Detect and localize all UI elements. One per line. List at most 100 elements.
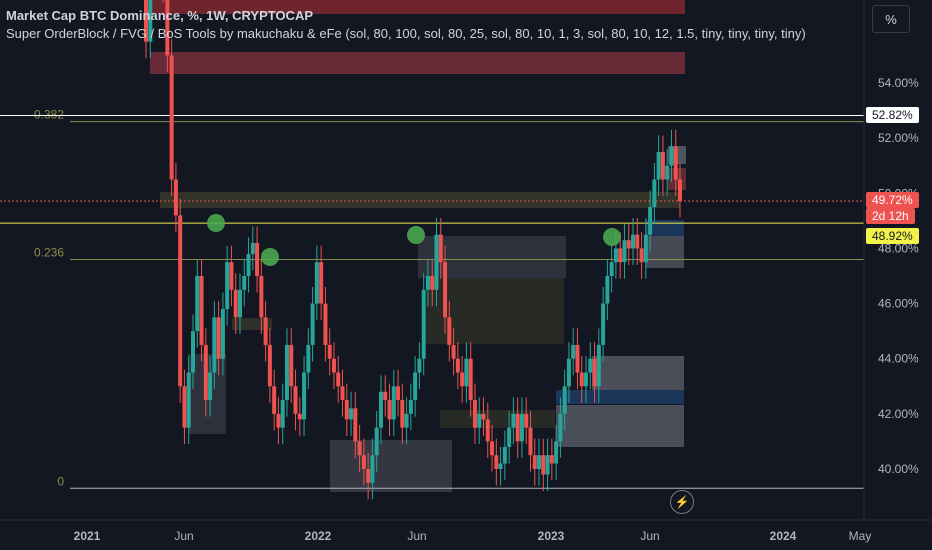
candle-body: [472, 400, 477, 428]
candle-body: [400, 400, 405, 428]
pivot-marker-2: [407, 226, 425, 244]
candle-body: [289, 344, 294, 387]
candle-body: [178, 215, 183, 387]
candle-body: [558, 413, 563, 442]
percent-scale-button[interactable]: %: [872, 5, 910, 33]
candle-body: [588, 358, 593, 373]
candle-body: [584, 372, 589, 387]
candle-body: [631, 234, 636, 249]
candle-body: [336, 372, 341, 387]
candle-body: [259, 276, 264, 318]
candle-body: [451, 344, 456, 359]
candle-body: [515, 413, 520, 442]
candle-body: [652, 179, 657, 208]
candle-body: [387, 400, 392, 420]
candle-body: [635, 234, 640, 249]
candle-body: [648, 207, 653, 235]
x-tick-label: 2021: [74, 529, 101, 543]
order-block-0: [150, 0, 685, 14]
candle-body: [314, 262, 319, 304]
candle-body: [391, 386, 396, 420]
candle-body: [404, 413, 409, 428]
candle-body: [263, 317, 268, 345]
x-tick-label: 2022: [305, 529, 332, 543]
candle-body: [447, 317, 452, 345]
candle-body: [622, 240, 627, 263]
candle-body: [541, 455, 546, 475]
candle-body: [267, 344, 272, 387]
candle-body: [464, 358, 469, 387]
candle-body: [357, 441, 362, 456]
candle-body: [272, 386, 277, 414]
candle-body: [216, 317, 221, 359]
y-tick-label: 42.00%: [878, 407, 919, 421]
candle-body: [656, 151, 661, 180]
candle-body: [378, 391, 383, 428]
candle-body: [507, 427, 512, 447]
order-block-3: [330, 440, 452, 492]
order-block-12: [646, 220, 684, 236]
candle-body: [173, 179, 178, 216]
candle-body: [643, 234, 648, 263]
candle-body: [524, 413, 529, 428]
candle-body: [195, 276, 200, 332]
candle-body: [665, 165, 670, 180]
candle-body: [220, 309, 225, 359]
symbol-title[interactable]: Market Cap BTC Dominance, %, 1W, CRYPTOC…: [6, 8, 314, 23]
order-block-5: [232, 318, 272, 330]
candle-body: [545, 455, 550, 475]
candle-body: [455, 358, 460, 373]
last-price-tag: 49.72%: [866, 192, 919, 208]
y-tick-label: 48.00%: [878, 241, 919, 255]
candle-body: [212, 317, 217, 373]
pivot-marker-3: [603, 228, 621, 246]
candle-body: [383, 391, 388, 401]
candle-body: [532, 455, 537, 469]
candle-body: [519, 413, 524, 442]
candle-body: [481, 413, 486, 420]
order-block-9: [592, 356, 684, 390]
candle-body: [490, 441, 495, 456]
candle-body: [639, 248, 644, 263]
candle-body: [280, 400, 285, 428]
x-tick-label: Jun: [640, 529, 659, 543]
candle-body: [370, 455, 375, 483]
candle-body: [250, 242, 255, 254]
candle-body: [528, 427, 533, 456]
candle-body: [562, 386, 567, 414]
candle-body: [186, 372, 191, 428]
candle-body: [626, 240, 631, 249]
candle-body: [438, 234, 443, 263]
candle-body: [673, 146, 678, 180]
candle-body: [421, 289, 426, 359]
fib-label-0.382: 0.382: [34, 108, 64, 122]
candle-body: [596, 344, 601, 387]
candle-body: [678, 179, 682, 202]
candle-body: [605, 276, 610, 304]
candle-body: [575, 344, 580, 373]
indicator-legend[interactable]: Super OrderBlock / FVG / BoS Tools by ma…: [6, 26, 806, 41]
candle-body: [165, 0, 170, 56]
candle-body: [233, 289, 238, 318]
candle-body: [340, 386, 345, 401]
y-tick-label: 54.00%: [878, 76, 919, 90]
candle-body: [148, 0, 153, 42]
candle-body: [601, 303, 606, 345]
order-block-13: [646, 236, 684, 268]
candle-body: [293, 386, 298, 414]
pivot-marker-1: [261, 248, 279, 266]
lightning-icon[interactable]: ⚡: [670, 490, 694, 514]
candle-body: [460, 372, 465, 387]
candle-body: [549, 455, 554, 464]
candle-body: [566, 358, 571, 387]
y-tick-label: 52.00%: [878, 131, 919, 145]
order-block-10: [556, 405, 684, 447]
candle-body: [182, 386, 187, 428]
candle-body: [366, 469, 371, 483]
pivot-marker-0: [207, 214, 225, 232]
candle-body: [349, 408, 354, 420]
candle-body: [425, 276, 430, 290]
x-tick-label: Jun: [407, 529, 426, 543]
candle-body: [297, 413, 302, 420]
